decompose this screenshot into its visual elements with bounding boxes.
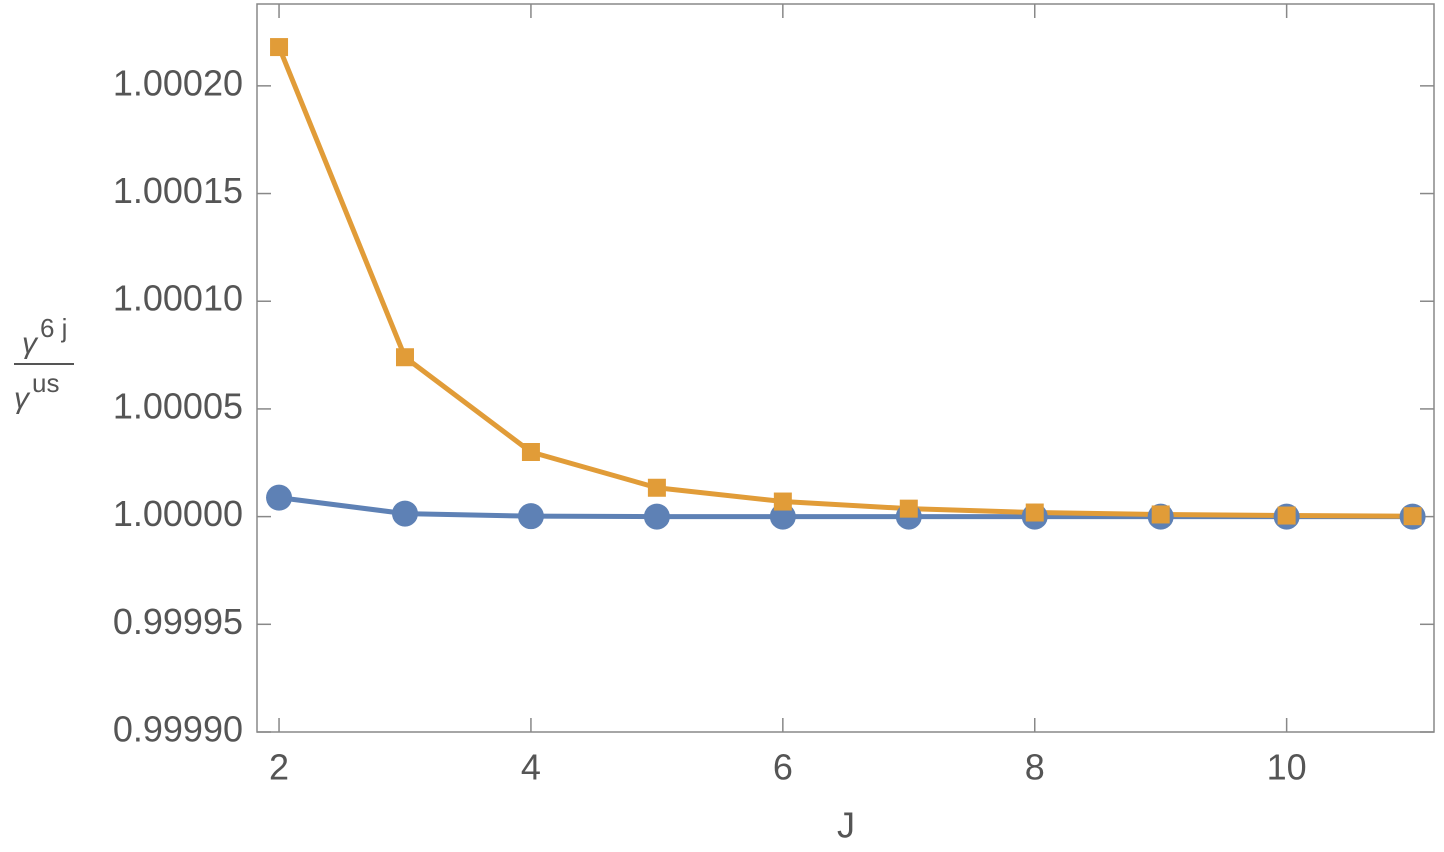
y-label-numerator-sup: 6 j [40,313,67,343]
y-tick-label: 1.00020 [113,62,243,103]
y-tick-label: 1.00005 [113,385,243,426]
point-marker [270,38,289,57]
x-tick-label: 6 [773,747,793,788]
point-marker [391,500,418,527]
point-marker [517,503,544,530]
point-marker [647,478,666,497]
plot-frame [256,3,1435,733]
point-marker [395,348,414,367]
point-marker [773,492,792,511]
y-tick-label: 1.00000 [113,493,243,534]
x-tick-label: 2 [269,747,289,788]
x-tick-label: 8 [1025,747,1045,788]
y-axis-label: γ 6 j γ us [14,313,74,415]
point-marker [521,443,540,461]
y-label-denominator-sup: us [32,368,59,398]
point-marker [1403,507,1422,526]
x-tick-label: 4 [521,747,541,788]
y-tick-label: 1.00010 [113,278,243,319]
y-tick-label: 0.99995 [113,601,243,642]
x-tick-label: 10 [1267,747,1307,788]
point-marker [1277,506,1296,525]
point-marker [899,499,918,518]
y-tick-label: 0.99990 [113,709,243,750]
point-marker [643,503,670,530]
point-marker [266,484,293,511]
x-axis-label: J [837,805,855,846]
y-tick-label: 1.00015 [113,170,243,211]
point-marker [1151,505,1170,524]
point-marker [1025,503,1044,522]
series-line [276,46,1413,519]
y-label-denominator: γ [14,382,31,415]
y-label-numerator: γ [22,327,39,360]
